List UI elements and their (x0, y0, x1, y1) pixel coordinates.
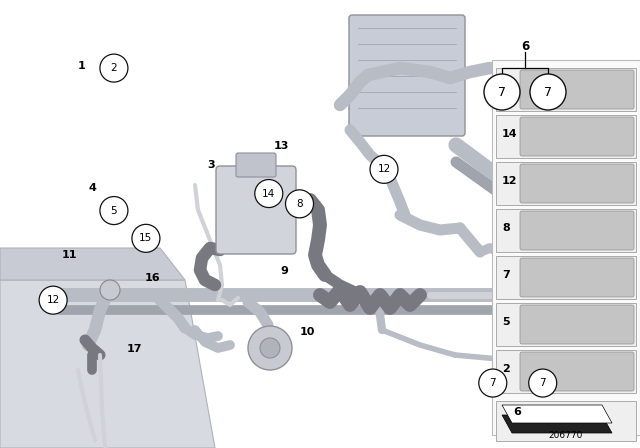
Polygon shape (502, 405, 612, 423)
Text: 6: 6 (513, 407, 521, 417)
Circle shape (255, 180, 283, 207)
Text: 4: 4 (89, 183, 97, 193)
Circle shape (132, 224, 160, 252)
Text: 14: 14 (502, 129, 518, 139)
Text: 1: 1 (78, 61, 86, 71)
Text: 15: 15 (502, 82, 517, 92)
FancyBboxPatch shape (520, 352, 634, 391)
Text: 12: 12 (502, 177, 518, 186)
Text: 17: 17 (127, 344, 142, 353)
FancyBboxPatch shape (236, 153, 276, 177)
Bar (496, 303, 636, 346)
Circle shape (260, 338, 280, 358)
FancyBboxPatch shape (520, 70, 634, 109)
Circle shape (530, 74, 566, 110)
Text: 8: 8 (296, 199, 303, 209)
Text: 5: 5 (111, 206, 117, 215)
FancyBboxPatch shape (520, 164, 634, 203)
Bar (496, 256, 636, 299)
Circle shape (100, 197, 128, 224)
Text: 7: 7 (502, 270, 509, 280)
Circle shape (479, 369, 507, 397)
Circle shape (248, 326, 292, 370)
FancyBboxPatch shape (520, 305, 634, 344)
FancyBboxPatch shape (349, 15, 465, 136)
Text: 206770: 206770 (549, 431, 583, 439)
Text: 2: 2 (111, 63, 117, 73)
FancyBboxPatch shape (520, 211, 634, 250)
FancyBboxPatch shape (520, 117, 634, 156)
Text: 10: 10 (300, 327, 315, 337)
Text: 12: 12 (378, 164, 390, 174)
Bar (496, 209, 636, 252)
Text: 7: 7 (540, 378, 546, 388)
Polygon shape (0, 280, 215, 448)
Text: 14: 14 (262, 189, 275, 198)
Bar (496, 401, 636, 441)
FancyBboxPatch shape (216, 166, 296, 254)
Bar (496, 68, 636, 111)
Bar (496, 115, 636, 158)
Text: 2: 2 (502, 364, 509, 375)
Text: 7: 7 (490, 378, 496, 388)
Text: 6: 6 (521, 39, 529, 52)
Text: 16: 16 (145, 273, 160, 283)
Polygon shape (0, 248, 185, 280)
Bar (492, 60, 640, 435)
Bar (496, 350, 636, 393)
Bar (496, 162, 636, 205)
Text: 15: 15 (140, 233, 152, 243)
FancyBboxPatch shape (520, 258, 634, 297)
Text: 8: 8 (502, 224, 509, 233)
Circle shape (100, 280, 120, 300)
Circle shape (39, 286, 67, 314)
Text: 13: 13 (274, 141, 289, 151)
Text: 9: 9 (281, 266, 289, 276)
Circle shape (529, 369, 557, 397)
Circle shape (370, 155, 398, 183)
Polygon shape (502, 415, 612, 433)
Text: 5: 5 (502, 317, 509, 327)
Circle shape (285, 190, 314, 218)
Text: 11: 11 (61, 250, 77, 260)
Text: 12: 12 (47, 295, 60, 305)
Text: 7: 7 (544, 86, 552, 99)
Circle shape (484, 74, 520, 110)
Text: 7: 7 (498, 86, 506, 99)
Text: 3: 3 (207, 160, 215, 170)
Circle shape (100, 54, 128, 82)
